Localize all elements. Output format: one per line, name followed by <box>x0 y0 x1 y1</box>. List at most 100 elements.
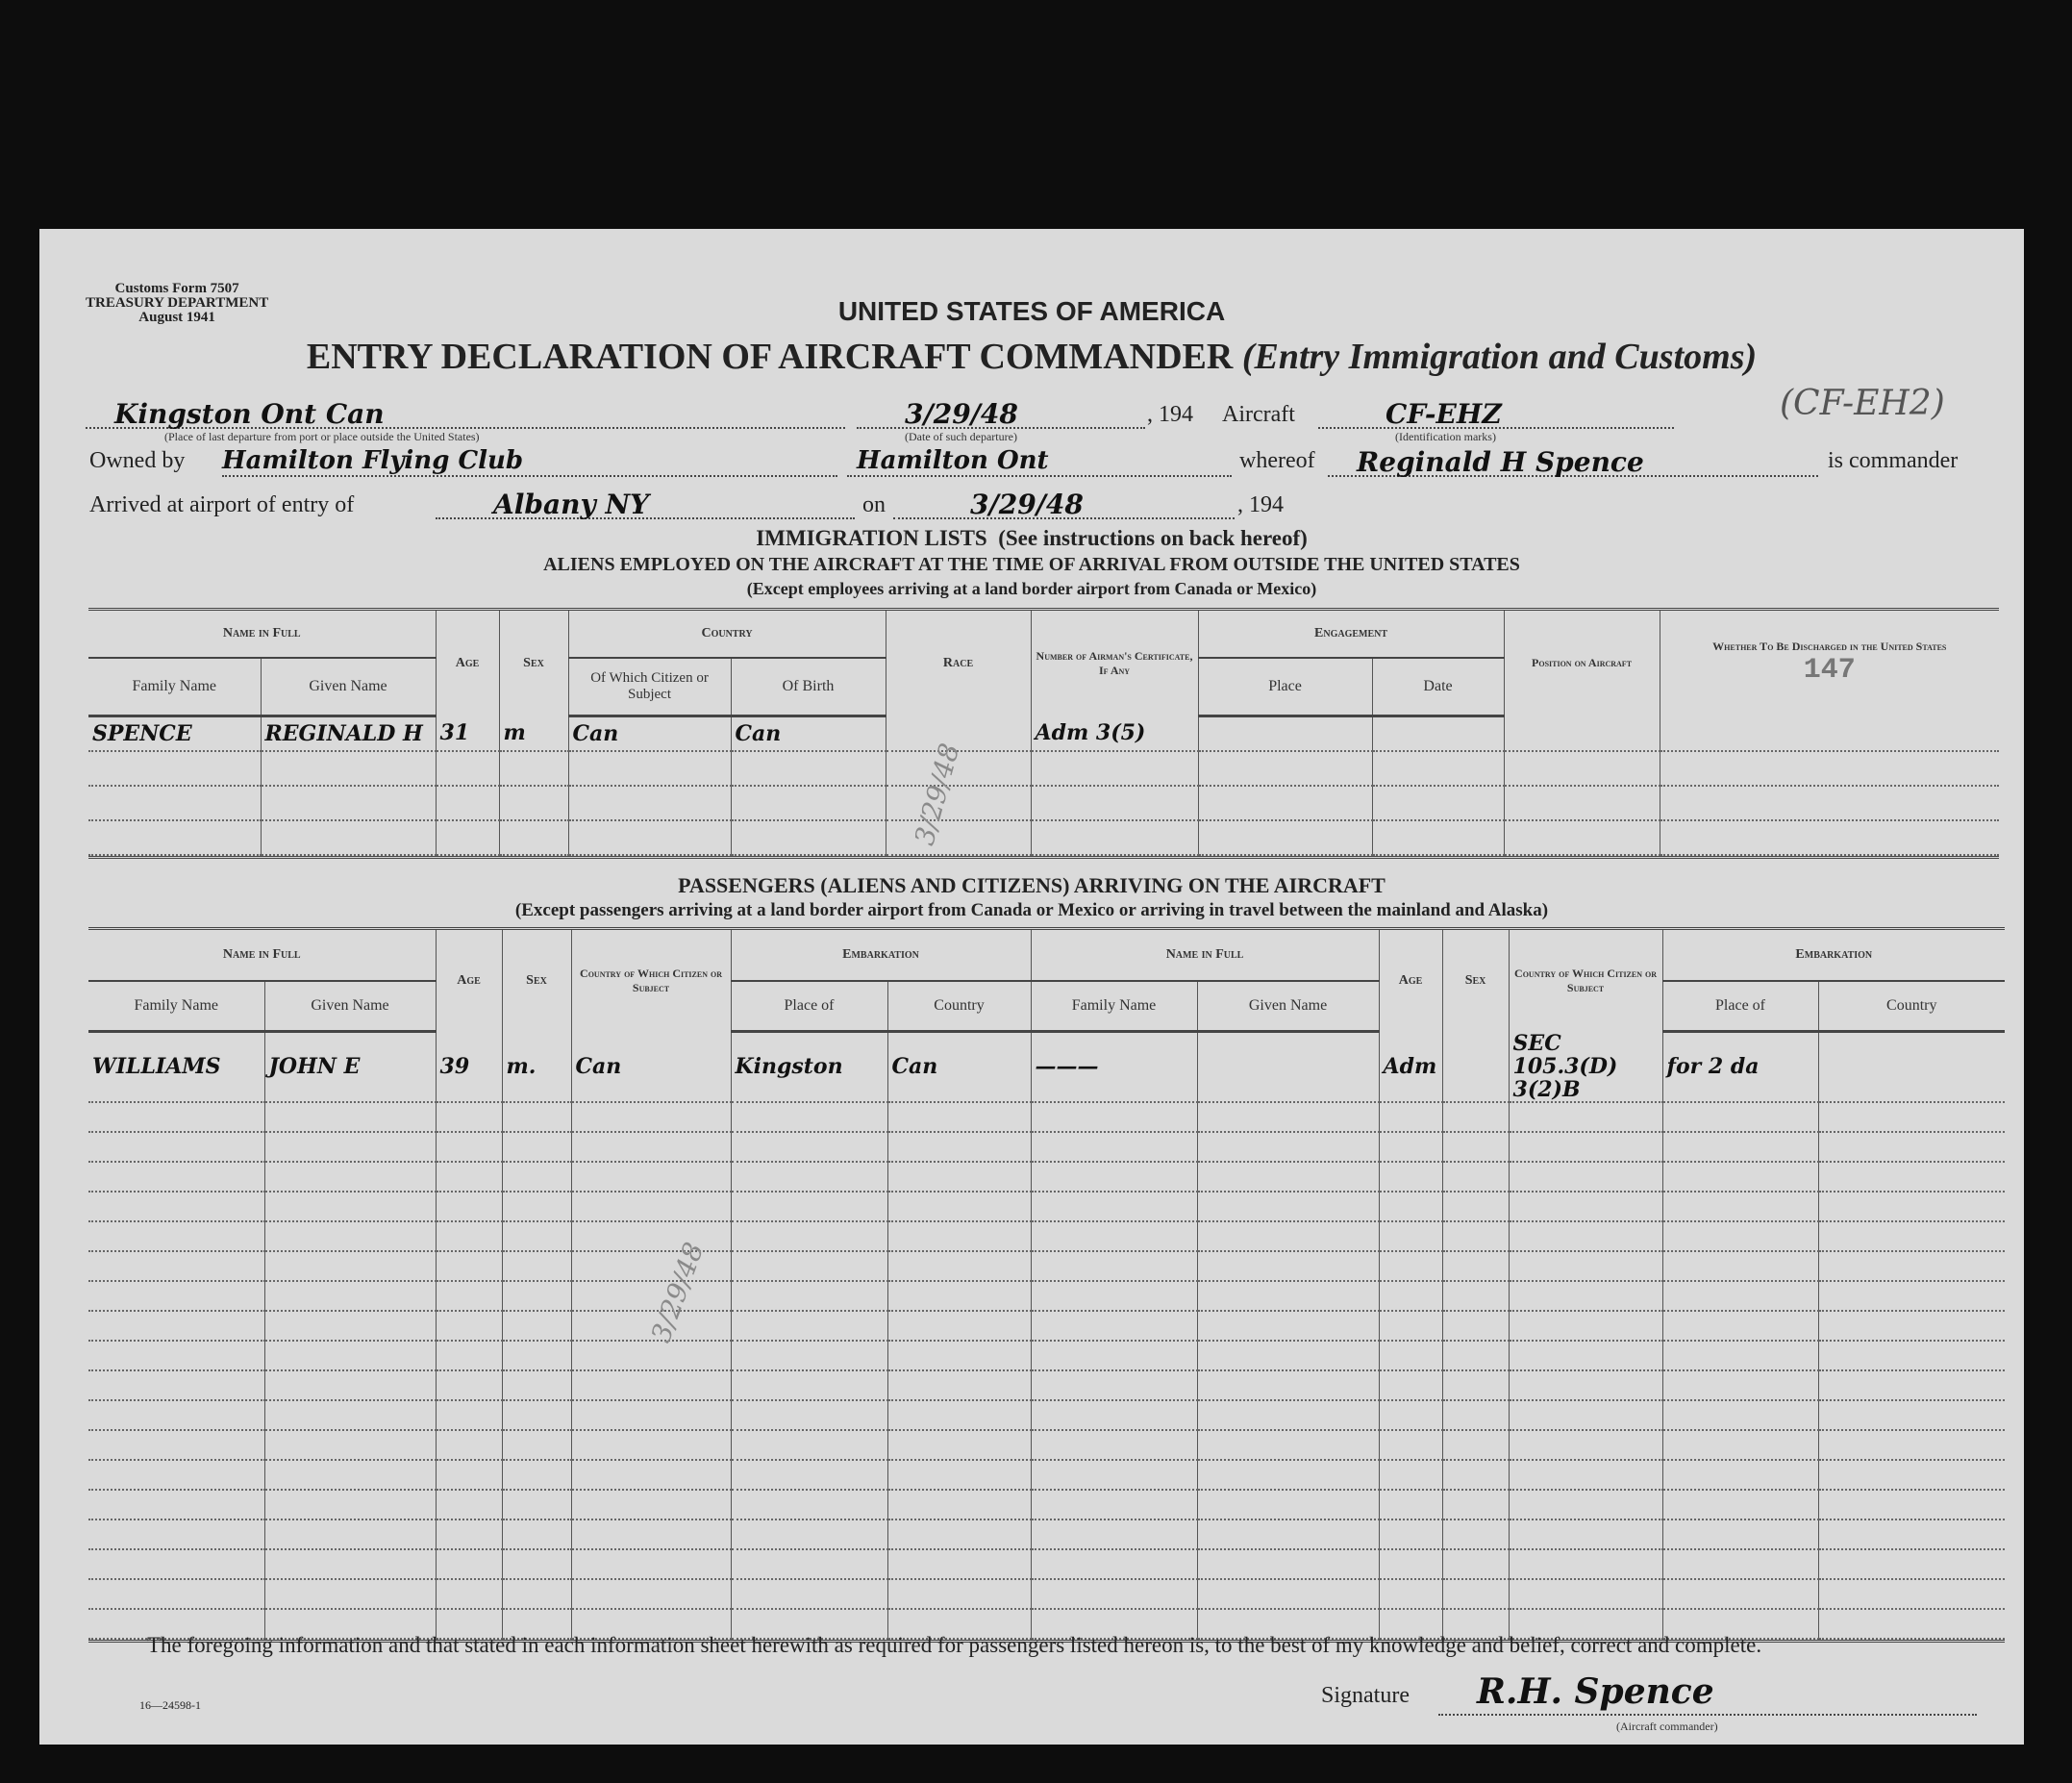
table-row <box>88 786 2000 821</box>
header-country-2: Country <box>1817 980 2006 1033</box>
table-cell <box>1508 1162 1663 1193</box>
table-cell: ——— <box>1030 1031 1198 1104</box>
passengers-heading: PASSENGERS (ALIENS AND CITIZENS) ARRIVIN… <box>678 873 1385 897</box>
table-cell <box>1030 1460 1198 1492</box>
table-cell <box>1661 1311 1819 1343</box>
table-row <box>88 1400 2006 1432</box>
table-cell <box>1378 1311 1443 1343</box>
aliens-table: Name in Full Age Sex Country Race Number… <box>88 608 2000 856</box>
table-cell <box>1196 1370 1380 1402</box>
table-cell <box>1196 1341 1380 1372</box>
table-cell <box>1371 820 1505 856</box>
aliens-note: (Except employees arriving at a land bor… <box>746 579 1317 598</box>
signature-label: Signature <box>1321 1683 1410 1708</box>
table-cell <box>1817 1102 2006 1134</box>
table-row: SPENCE REGINALD H 31 m Can Can Adm 3(5) <box>88 716 2000 752</box>
table-cell <box>1441 1549 1510 1581</box>
table-cell <box>1661 1192 1819 1223</box>
table-cell <box>730 751 886 787</box>
table-cell <box>435 1579 503 1611</box>
table-cell <box>1661 1281 1819 1313</box>
table-row <box>88 1460 2006 1492</box>
table-cell <box>1378 1490 1443 1521</box>
table-row <box>88 820 2000 856</box>
passengers-table-bottom-rule <box>88 1640 2005 1643</box>
table-cell <box>1196 1609 1380 1641</box>
header-sex-2: Sex <box>1441 928 1510 1032</box>
table-cell <box>501 1460 572 1492</box>
table-cell <box>730 1460 888 1492</box>
table-cell <box>886 1579 1032 1611</box>
table-cell <box>886 1221 1032 1253</box>
table-cell <box>1197 820 1373 856</box>
table-cell <box>501 1430 572 1462</box>
arrival-on-label: on <box>862 492 886 517</box>
table-cell <box>730 1281 888 1313</box>
departure-place-field: Kingston Ont Can <box>86 398 845 430</box>
table-cell <box>1659 751 2000 787</box>
immigration-heading-note: (See instructions on back hereof) <box>998 526 1308 550</box>
table-cell <box>1196 1579 1380 1611</box>
table-cell: REGINALD H <box>260 716 437 752</box>
table-cell <box>1378 1341 1443 1372</box>
table-cell <box>1661 1579 1819 1611</box>
table-cell <box>1378 1370 1443 1402</box>
table-row: WILLIAMS JOHN E 39 m. Can Kingston Can ——— Adm SE… <box>88 1031 2006 1104</box>
table-cell <box>88 751 261 787</box>
table-cell <box>88 1162 264 1193</box>
table-cell <box>1661 1400 1819 1432</box>
table-cell <box>570 1192 732 1223</box>
header-embarkation-2: Embarkation <box>1661 928 2006 981</box>
table-cell: Can <box>730 716 886 752</box>
table-cell <box>88 1400 264 1432</box>
table-cell <box>435 820 500 856</box>
table-cell <box>570 1370 732 1402</box>
table-cell <box>1661 1549 1819 1581</box>
table-cell <box>435 1251 503 1283</box>
table-cell: WILLIAMS <box>88 1031 264 1104</box>
aliens-table-bottom-rule <box>88 856 1999 859</box>
table-cell <box>501 1579 572 1611</box>
owned-by-label: Owned by <box>89 448 186 473</box>
table-row <box>88 1579 2006 1611</box>
table-cell <box>501 1311 572 1343</box>
table-row <box>88 1192 2006 1223</box>
table-cell <box>1508 1251 1663 1283</box>
table-cell <box>1030 1162 1198 1193</box>
table-cell <box>263 1490 437 1521</box>
table-cell <box>1503 820 1660 856</box>
table-cell <box>1503 786 1660 821</box>
header-given-name: Given Name <box>263 980 437 1033</box>
table-cell: Adm <box>1378 1031 1443 1104</box>
table-row <box>88 1549 2006 1581</box>
table-cell <box>730 1102 888 1134</box>
table-cell <box>1661 1609 1819 1641</box>
table-cell <box>1817 1341 2006 1372</box>
form-date: August 1941 <box>138 310 215 325</box>
header-family-name: Family Name <box>88 657 261 717</box>
table-cell <box>435 1102 503 1134</box>
table-cell <box>570 1102 732 1134</box>
table-cell <box>435 1519 503 1551</box>
table-cell <box>570 1549 732 1581</box>
table-cell <box>263 1132 437 1164</box>
immigration-heading: IMMIGRATION LISTS (See instructions on b… <box>39 526 2024 551</box>
table-cell <box>1441 1251 1510 1283</box>
table-cell <box>1378 1519 1443 1551</box>
table-cell <box>1378 1549 1443 1581</box>
table-cell <box>1197 716 1373 752</box>
table-cell <box>886 1460 1032 1492</box>
table-cell <box>1378 1460 1443 1492</box>
table-cell <box>1508 1579 1663 1611</box>
table-cell <box>1378 1162 1443 1193</box>
table-cell <box>1030 1221 1198 1253</box>
table-cell <box>1817 1162 2006 1193</box>
table-cell <box>886 1341 1032 1372</box>
aircraft-annotation: (CF-EH2) <box>1780 384 1945 423</box>
form-title: ENTRY DECLARATION OF AIRCRAFT COMMANDER … <box>39 337 2024 377</box>
signature-field[interactable]: R.H. Spence <box>1438 1671 1977 1716</box>
table-cell <box>1441 1132 1510 1164</box>
table-cell <box>501 1102 572 1134</box>
table-cell <box>1030 1609 1198 1641</box>
table-cell <box>1441 1519 1510 1551</box>
